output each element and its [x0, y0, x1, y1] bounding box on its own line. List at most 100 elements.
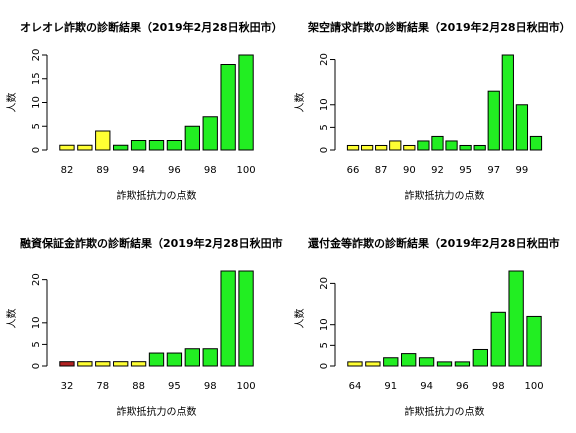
bar	[529, 135, 543, 151]
panel: 還付金等詐欺の診断結果（2019年2月28日秋田市 0 5 10 20 64 91 94 96 9…	[293, 236, 560, 418]
y-tick-label: 5	[31, 123, 42, 129]
bar	[472, 348, 488, 367]
x-tick-label: 82	[61, 165, 74, 176]
x-tick-label: 87	[375, 165, 388, 176]
x-tick-label: 96	[168, 165, 181, 176]
bar	[77, 361, 93, 367]
bar	[77, 144, 93, 151]
x-tick-label: 100	[524, 381, 543, 392]
bar	[148, 352, 165, 367]
x-tick-label: 98	[492, 381, 505, 392]
bar	[59, 144, 75, 151]
y-axis-label: 人数	[5, 309, 18, 329]
bar	[220, 270, 236, 367]
y-tick-label: 20	[319, 53, 330, 66]
y-axis-label: 人数	[5, 93, 18, 113]
x-tick-label: 95	[168, 381, 181, 392]
bar	[490, 311, 506, 367]
bar	[130, 361, 147, 367]
bar	[418, 357, 435, 367]
y-tick-label: 5	[31, 341, 42, 347]
bar	[389, 140, 402, 151]
x-tick-label: 95	[459, 165, 472, 176]
x-axis-label: 詐欺抵抗力の点数	[405, 405, 485, 418]
x-tick-label: 64	[349, 381, 362, 392]
y-tick-label: 5	[319, 124, 330, 130]
bar	[238, 54, 254, 151]
bar	[220, 64, 236, 151]
x-tick-label: 100	[236, 381, 255, 392]
bar	[417, 140, 430, 151]
bar	[59, 361, 75, 367]
bar	[238, 270, 254, 367]
bar	[113, 361, 129, 367]
y-axis-label: 人数	[293, 93, 306, 113]
bar	[431, 135, 444, 151]
bar	[113, 144, 129, 151]
bar	[360, 144, 374, 151]
x-axis-label: 詐欺抵抗力の点数	[405, 189, 485, 202]
panel: 架空請求詐欺の診断結果（2019年2月28日秋田市） 0 5 10 20 66 87 90 92…	[293, 20, 571, 202]
bar	[346, 144, 360, 151]
bar	[202, 348, 218, 367]
y-tick-label: 0	[31, 147, 42, 153]
y-tick-label: 0	[31, 363, 42, 369]
x-tick-label: 94	[420, 381, 433, 392]
x-tick-label: 94	[132, 165, 145, 176]
bar	[202, 116, 218, 151]
y-axis-label: 人数	[293, 309, 306, 329]
chart-title: 還付金等詐欺の診断結果（2019年2月28日秋田市	[308, 236, 560, 250]
bar	[347, 361, 363, 367]
bar	[436, 361, 453, 367]
y-tick-label: 10	[319, 98, 330, 111]
y-tick-label: 0	[319, 147, 330, 153]
bar	[454, 361, 471, 367]
bar	[383, 357, 399, 367]
bar	[166, 352, 183, 367]
chart-title: オレオレ詐欺の診断結果（2019年2月28日秋田市）	[20, 20, 283, 34]
x-axis-label: 詐欺抵抗力の点数	[117, 189, 197, 202]
panel: オレオレ詐欺の診断結果（2019年2月28日秋田市） 0 5 10 15 20 82 89 94…	[5, 20, 283, 202]
chart-title: 架空請求詐欺の診断結果（2019年2月28日秋田市）	[307, 20, 571, 34]
x-tick-label: 100	[236, 165, 255, 176]
bar	[375, 144, 388, 151]
x-tick-label: 32	[61, 381, 74, 392]
x-tick-label: 89	[96, 165, 109, 176]
x-tick-label: 88	[132, 381, 145, 392]
panel: 融資保証金詐欺の診断結果（2019年2月28日秋田市 0 5 10 20 32 78 88 95…	[5, 236, 283, 418]
chart-title: 融資保証金詐欺の診断結果（2019年2月28日秋田市	[20, 236, 283, 250]
bar	[95, 361, 111, 367]
x-tick-label: 99	[516, 165, 529, 176]
y-tick-label: 10	[31, 96, 42, 109]
bar	[508, 270, 524, 367]
x-tick-label: 78	[96, 381, 109, 392]
x-axis-label: 詐欺抵抗力の点数	[117, 405, 197, 418]
bar	[459, 144, 472, 151]
bar	[515, 104, 529, 151]
y-tick-label: 20	[31, 49, 42, 62]
x-tick-label: 98	[204, 381, 217, 392]
y-tick-label: 20	[31, 273, 42, 286]
bar	[473, 144, 486, 151]
bar	[445, 140, 458, 151]
bar	[487, 90, 500, 151]
bar	[365, 361, 381, 367]
y-tick-label: 20	[319, 277, 330, 290]
bar	[148, 140, 165, 151]
y-tick-label: 5	[319, 342, 330, 348]
y-tick-label: 10	[31, 316, 42, 329]
bar	[184, 348, 200, 367]
bar	[526, 315, 542, 367]
x-tick-label: 98	[204, 165, 217, 176]
bar	[130, 140, 147, 151]
y-tick-label: 10	[319, 318, 330, 331]
x-tick-label: 96	[456, 381, 469, 392]
y-tick-label: 0	[319, 363, 330, 369]
x-tick-label: 90	[403, 165, 416, 176]
bar	[403, 144, 416, 151]
bar	[501, 54, 514, 151]
bar	[401, 353, 417, 367]
x-tick-label: 97	[487, 165, 500, 176]
